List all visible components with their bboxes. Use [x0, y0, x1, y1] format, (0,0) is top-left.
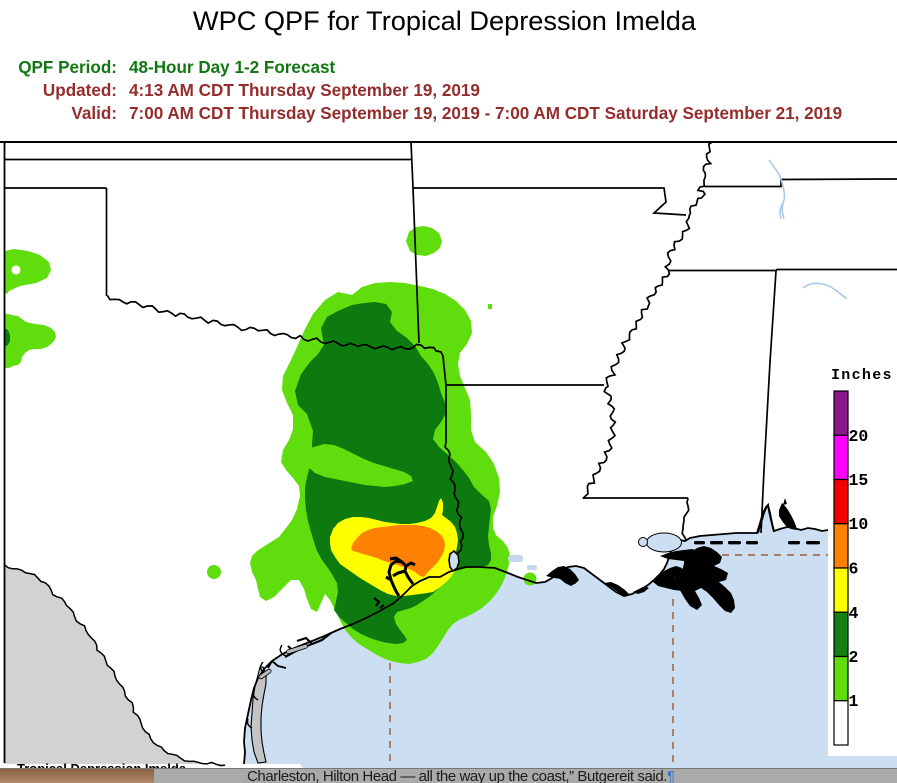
svg-text:1: 1	[849, 692, 859, 711]
svg-text:20: 20	[849, 427, 869, 446]
svg-text:4: 4	[849, 604, 859, 623]
svg-text:15: 15	[849, 471, 869, 490]
svg-text:Inches: Inches	[831, 367, 893, 384]
svg-text:6: 6	[849, 560, 859, 579]
svg-text:10: 10	[849, 515, 869, 534]
svg-text:2: 2	[849, 648, 859, 667]
